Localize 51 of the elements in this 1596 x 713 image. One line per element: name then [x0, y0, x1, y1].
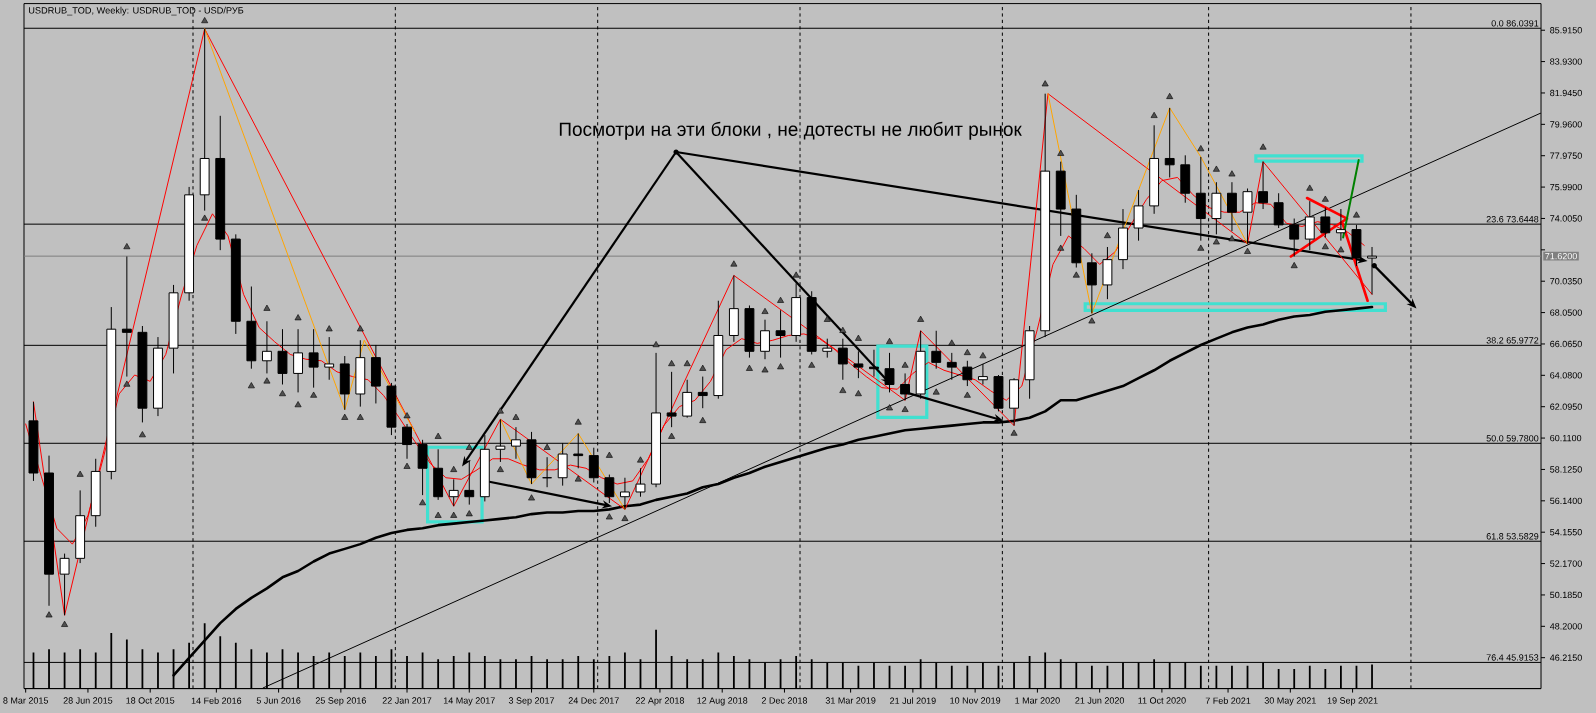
ref-line-label: 0.0 86.0391 [1491, 20, 1539, 27]
x-tick-label: 7 Feb 2021 [1205, 697, 1251, 704]
ref-line-label: 76.4 45.9153 [1486, 654, 1539, 661]
x-tick-label: 21 Jun 2020 [1075, 697, 1125, 704]
y-tick-label: 52.1700 [1550, 560, 1582, 567]
y-tick-label: 77.9750 [1550, 152, 1582, 159]
ref-line-label: 38.2 65.9772 [1486, 337, 1539, 344]
x-tick-label: 28 Jun 2015 [63, 697, 113, 704]
x-tick-label: 10 Nov 2019 [950, 697, 1001, 704]
x-tick-label: 14 May 2017 [443, 697, 495, 706]
x-tick-label: 2 Dec 2018 [761, 697, 808, 704]
x-tick-label: 3 Sep 2017 [508, 697, 555, 706]
x-tick-label: 31 Mar 2019 [825, 697, 876, 704]
y-tick-label: 83.9300 [1550, 58, 1582, 65]
x-tick-label: 11 Oct 2020 [1138, 697, 1186, 704]
x-tick-label: 18 Oct 2015 [126, 697, 175, 704]
x-tick-label: 21 Jul 2019 [890, 697, 936, 704]
ref-line-label: 61.8 53.5829 [1486, 533, 1539, 540]
y-tick-label: 70.0350 [1550, 278, 1582, 285]
y-tick-label: 50.1850 [1550, 591, 1582, 599]
y-tick-label: 60.1100 [1550, 434, 1582, 442]
x-tick-label: 30 May 2021 [1264, 697, 1316, 706]
y-tick-label: 68.0500 [1550, 309, 1582, 316]
x-tick-label: 1 Mar 2020 [1015, 697, 1060, 704]
y-tick-label: 75.9900 [1550, 183, 1582, 191]
y-tick-label: 58.1250 [1550, 466, 1582, 473]
x-tick-label: 19 Sep 2021 [1327, 697, 1378, 706]
y-tick-label: 62.0950 [1550, 403, 1582, 410]
x-tick-label: 25 Sep 2016 [315, 697, 366, 706]
x-tick-label: 14 Feb 2016 [191, 697, 242, 704]
ref-line-label: 50.0 59.7800 [1486, 435, 1539, 442]
y-tick-label: 46.2150 [1549, 654, 1582, 661]
y-tick-label: 79.9600 [1550, 121, 1582, 128]
y-tick-label: 66.0650 [1550, 340, 1582, 348]
ref-line-label: 71.6200 [1545, 252, 1577, 260]
y-tick-label: 56.1400 [1550, 497, 1582, 504]
x-tick-label: 24 Dec 2017 [568, 697, 619, 704]
x-tick-label: 22 Jan 2017 [382, 697, 432, 704]
y-tick-label: 74.0050 [1550, 215, 1582, 222]
y-tick-label: 48.2000 [1549, 623, 1582, 630]
y-tick-label: 85.9150 [1550, 27, 1582, 34]
y-tick-label: 64.0800 [1550, 372, 1582, 379]
x-tick-label: 22 Apr 2018 [635, 697, 685, 706]
x-tick-label: 8 Mar 2015 [3, 697, 49, 704]
ref-line-label: 23.6 73.6448 [1486, 216, 1539, 223]
y-tick-label: 81.9450 [1550, 89, 1582, 97]
x-tick-label: 12 Aug 2018 [697, 697, 748, 706]
x-tick-label: 5 Jun 2016 [256, 697, 301, 704]
chart-title: USDRUB_TOD, Weekly: USDRUB_TOD - USD/РУБ [28, 6, 244, 16]
annotation: Посмотри на эти блоки , не дотесты не любит рынок [559, 121, 1022, 140]
y-tick-label: 54.1550 [1550, 529, 1582, 536]
